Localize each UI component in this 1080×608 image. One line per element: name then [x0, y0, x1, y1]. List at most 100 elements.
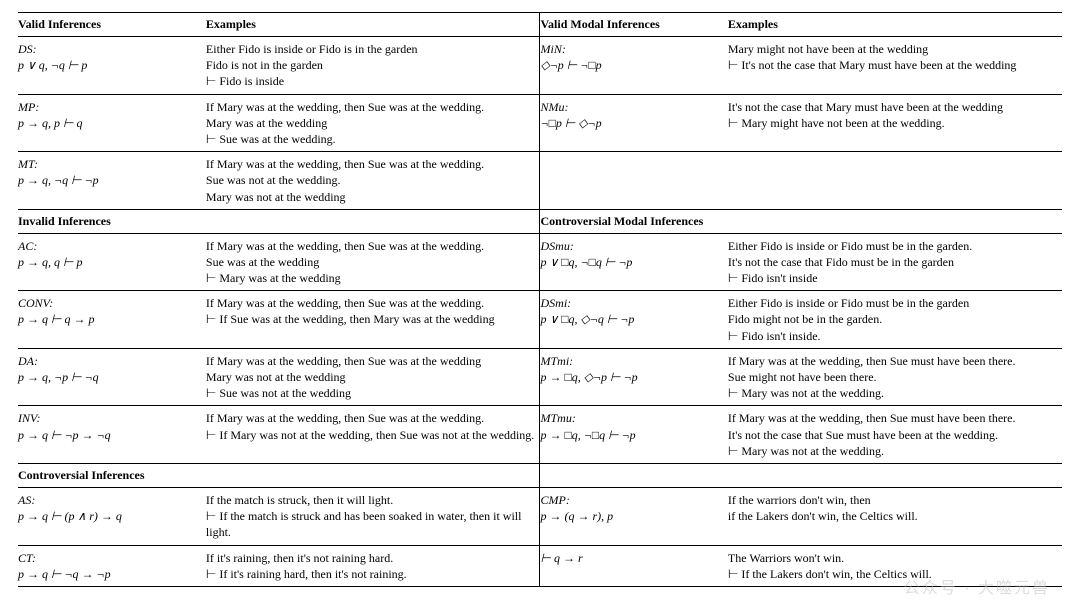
nmu-formula: ¬□p ⊢ ◇¬p	[540, 116, 601, 130]
cell-cmp: CMP: p → (q → r), p	[540, 487, 728, 545]
dsmi-ex3: ⊢ Fido isn't inside.	[728, 329, 821, 343]
dsmi-ex2: Fido might not be in the garden.	[728, 312, 882, 326]
cell-cmp-ex: If the warriors don't win, then if the L…	[728, 487, 1062, 545]
min-formula: ◇¬p ⊢ ¬□p	[540, 58, 601, 72]
watermark: 公众号 · 大噬元兽	[904, 574, 1050, 598]
ds-name: DS:	[18, 42, 37, 56]
as-ex1: If the match is struck, then it will lig…	[206, 493, 393, 507]
as-ex2: ⊢ If the match is struck and has been so…	[206, 509, 522, 539]
dsmu-name: DSmu:	[540, 239, 573, 253]
mtmi-ex1: If Mary was at the wedding, then Sue mus…	[728, 354, 1016, 368]
cell-ac-ex: If Mary was at the wedding, then Sue was…	[206, 233, 540, 291]
cell-as: AS: p → q ⊢ (p ∧ r) → q	[18, 487, 206, 545]
mtmu-ex1: If Mary was at the wedding, then Sue mus…	[728, 411, 1016, 425]
cell-da: DA: p → q, ¬p ⊢ ¬q	[18, 348, 206, 406]
mp-name: MP:	[18, 100, 39, 114]
dsmu-formula: p ∨ □q, ¬□q ⊢ ¬p	[540, 255, 632, 269]
hdr-examples-l: Examples	[206, 13, 540, 37]
section-invalid: Invalid Inferences Controversial Modal I…	[18, 209, 1062, 233]
cell-dsmi-ex: Either Fido is inside or Fido must be in…	[728, 291, 1062, 349]
cmp-formula2: ⊢ q → r	[540, 551, 582, 565]
row-as-cmp: AS: p → q ⊢ (p ∧ r) → q If the match is …	[18, 487, 1062, 545]
inv-formula: p → q ⊢ ¬p → ¬q	[18, 428, 111, 442]
cell-as-ex: If the match is struck, then it will lig…	[206, 487, 540, 545]
mtmi-ex3: ⊢ Mary was not at the wedding.	[728, 386, 884, 400]
min-ex2: ⊢ It's not the case that Mary must have …	[728, 58, 1017, 72]
row-ac-dsmu: AC: p → q, q ⊢ p If Mary was at the wedd…	[18, 233, 1062, 291]
hdr-examples-r: Examples	[728, 13, 1062, 37]
inv-name: INV:	[18, 411, 41, 425]
header-row: Valid Inferences Examples Valid Modal In…	[18, 13, 1062, 37]
cmp-name: CMP:	[540, 493, 569, 507]
cmp-ex3: The Warriors won't win.	[728, 551, 844, 565]
cell-mp: MP: p → q, p ⊢ q	[18, 94, 206, 152]
row-mp-nmu: MP: p → q, p ⊢ q If Mary was at the wedd…	[18, 94, 1062, 152]
cell-mp-ex: If Mary was at the wedding, then Sue was…	[206, 94, 540, 152]
da-ex2: Mary was not at the wedding	[206, 370, 346, 384]
cell-ds-ex: Either Fido is inside or Fido is in the …	[206, 37, 540, 95]
mt-ex3: Mary was not at the wedding	[206, 190, 346, 204]
cell-mtmu-ex: If Mary was at the wedding, then Sue mus…	[728, 406, 1062, 464]
as-formula: p → q ⊢ (p ∧ r) → q	[18, 509, 122, 523]
da-ex3: ⊢ Sue was not at the wedding	[206, 386, 351, 400]
cell-da-ex: If Mary was at the wedding, then Sue was…	[206, 348, 540, 406]
inv-ex2: ⊢ If Mary was not at the wedding, then S…	[206, 428, 534, 442]
row-conv-dsmi: CONV: p → q ⊢ q → p If Mary was at the w…	[18, 291, 1062, 349]
cell-ct: CT: p → q ⊢ ¬q → ¬p	[18, 545, 206, 586]
cell-dsmi: DSmi: p ∨ □q, ◇¬q ⊢ ¬p	[540, 291, 728, 349]
da-name: DA:	[18, 354, 38, 368]
section-controversial: Controversial Inferences	[18, 463, 1062, 487]
ds-ex1: Either Fido is inside or Fido is in the …	[206, 42, 418, 56]
cell-nmu: NMu: ¬□p ⊢ ◇¬p	[540, 94, 728, 152]
nmu-name: NMu:	[540, 100, 568, 114]
inference-table: Valid Inferences Examples Valid Modal In…	[18, 12, 1062, 587]
cell-conv: CONV: p → q ⊢ q → p	[18, 291, 206, 349]
cell-mt: MT: p → q, ¬q ⊢ ¬p	[18, 152, 206, 210]
ac-formula: p → q, q ⊢ p	[18, 255, 82, 269]
cell-mtmu: MTmu: p → □q, ¬□q ⊢ ¬p	[540, 406, 728, 464]
ct-formula: p → q ⊢ ¬q → ¬p	[18, 567, 111, 581]
mt-ex1: If Mary was at the wedding, then Sue was…	[206, 157, 484, 171]
ac-name: AC:	[18, 239, 37, 253]
dsmu-ex2: It's not the case that Fido must be in t…	[728, 255, 954, 269]
cell-inv: INV: p → q ⊢ ¬p → ¬q	[18, 406, 206, 464]
cmp-ex1: If the warriors don't win, then	[728, 493, 871, 507]
da-formula: p → q, ¬p ⊢ ¬q	[18, 370, 99, 384]
cell-empty-2	[728, 152, 1062, 210]
ds-ex2: Fido is not in the garden	[206, 58, 323, 72]
mp-ex2: Mary was at the wedding	[206, 116, 327, 130]
ac-ex2: Sue was at the wedding	[206, 255, 319, 269]
mp-formula: p → q, p ⊢ q	[18, 116, 82, 130]
mtmu-ex3: ⊢ Mary was not at the wedding.	[728, 444, 884, 458]
da-ex1: If Mary was at the wedding, then Sue was…	[206, 354, 481, 368]
cell-mtmi: MTmi: p → □q, ◇¬p ⊢ ¬p	[540, 348, 728, 406]
conv-name: CONV:	[18, 296, 53, 310]
nmu-ex2: ⊢ Mary might have not been at the weddin…	[728, 116, 945, 130]
cell-nmu-ex: It's not the case that Mary must have be…	[728, 94, 1062, 152]
mtmi-ex2: Sue might not have been there.	[728, 370, 877, 384]
ds-formula: p ∨ q, ¬q ⊢ p	[18, 58, 87, 72]
row-inv-mtmu: INV: p → q ⊢ ¬p → ¬q If Mary was at the …	[18, 406, 1062, 464]
cell-conv-ex: If Mary was at the wedding, then Sue was…	[206, 291, 540, 349]
mt-ex2: Sue was not at the wedding.	[206, 173, 341, 187]
cell-inv-ex: If Mary was at the wedding, then Sue was…	[206, 406, 540, 464]
conv-ex2: ⊢ If Sue was at the wedding, then Mary w…	[206, 312, 495, 326]
mt-name: MT:	[18, 157, 38, 171]
hdr-controversial: Controversial Inferences	[18, 463, 540, 487]
mtmu-ex2: It's not the case that Sue must have bee…	[728, 428, 998, 442]
mtmu-formula: p → □q, ¬□q ⊢ ¬p	[540, 428, 635, 442]
mtmi-formula: p → □q, ◇¬p ⊢ ¬p	[540, 370, 637, 384]
cell-dsmu: DSmu: p ∨ □q, ¬□q ⊢ ¬p	[540, 233, 728, 291]
row-ds-min: DS: p ∨ q, ¬q ⊢ p Either Fido is inside …	[18, 37, 1062, 95]
conv-ex1: If Mary was at the wedding, then Sue was…	[206, 296, 484, 310]
cell-dsmu-ex: Either Fido is inside or Fido must be in…	[728, 233, 1062, 291]
hdr-contr-modal: Controversial Modal Inferences	[540, 209, 1062, 233]
mtmi-name: MTmi:	[540, 354, 573, 368]
hdr-controversial-empty	[540, 463, 1062, 487]
ct-name: CT:	[18, 551, 36, 565]
cell-mt-ex: If Mary was at the wedding, then Sue was…	[206, 152, 540, 210]
row-da-mtmi: DA: p → q, ¬p ⊢ ¬q If Mary was at the we…	[18, 348, 1062, 406]
cell-ds: DS: p ∨ q, ¬q ⊢ p	[18, 37, 206, 95]
dsmi-name: DSmi:	[540, 296, 571, 310]
cmp-ex4: ⊢ If the Lakers don't win, the Celtics w…	[728, 567, 932, 581]
